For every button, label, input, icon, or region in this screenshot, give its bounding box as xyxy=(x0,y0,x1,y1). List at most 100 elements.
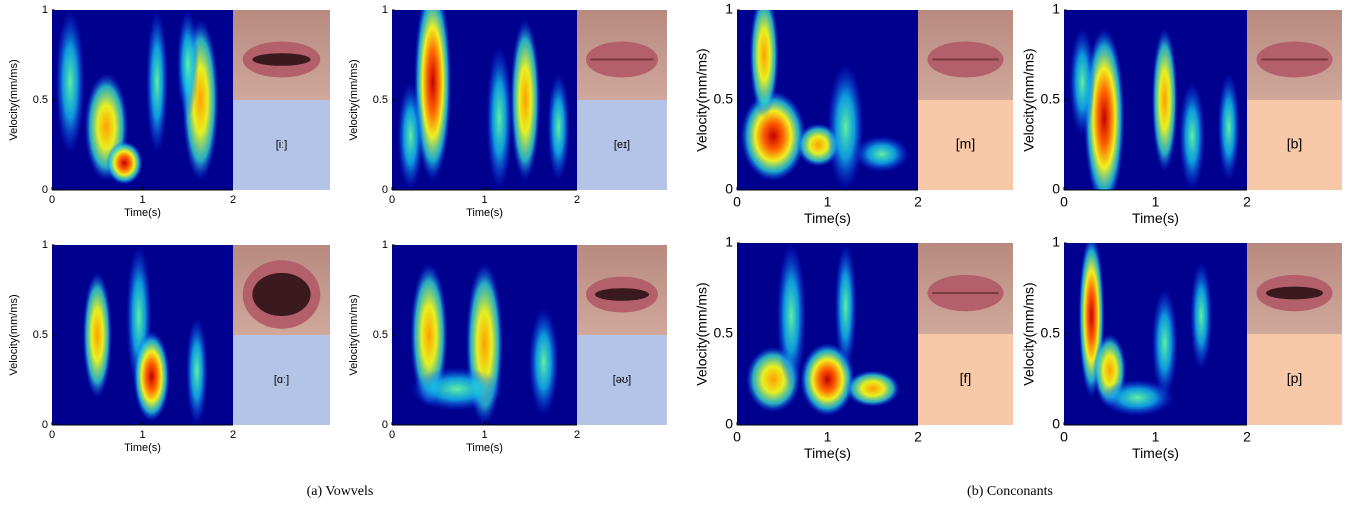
heatmap-blob xyxy=(547,73,569,181)
heatmap-blob xyxy=(1179,82,1205,190)
heatmap-blob xyxy=(146,10,168,154)
y-tick-label: 0 xyxy=(42,419,48,431)
x-tick-label: 1 xyxy=(481,194,487,206)
y-tick-label: 0 xyxy=(725,181,733,197)
heatmap-blob xyxy=(828,64,864,190)
y-tick-label: 1 xyxy=(725,1,733,17)
heatmap-blob xyxy=(1218,73,1240,181)
y-tick-label: 0.5 xyxy=(33,329,48,341)
x-tick-label: 1 xyxy=(824,193,832,209)
x-tick-label: 2 xyxy=(914,193,922,209)
mouth-opening xyxy=(1266,287,1323,300)
heatmap-blob xyxy=(741,91,806,181)
x-tick-label: 0 xyxy=(1060,428,1068,444)
x-tick-label: 2 xyxy=(914,428,922,444)
x-axis-label: Time(s) xyxy=(124,442,161,454)
y-tick-label: 0.5 xyxy=(1041,91,1061,107)
y-tick-label: 0.5 xyxy=(714,325,734,341)
mouth-opening xyxy=(252,273,310,316)
heatmap-blob xyxy=(529,308,559,416)
x-tick-label: 0 xyxy=(733,428,741,444)
y-tick-label: 0 xyxy=(725,416,733,432)
heatmap-blob xyxy=(1152,28,1178,172)
x-axis-label: Time(s) xyxy=(466,442,503,454)
heatmap-blob xyxy=(1101,380,1174,416)
x-tick-label: 1 xyxy=(139,194,145,206)
x-tick-label: 0 xyxy=(49,194,55,206)
y-tick-label: 1 xyxy=(1052,1,1060,17)
y-tick-label: 1 xyxy=(382,239,388,251)
heatmap-blob xyxy=(835,243,857,370)
y-axis-label: Velocity(mm/ms) xyxy=(694,48,710,151)
x-tick-label: 2 xyxy=(230,429,236,441)
phoneme-label: [m] xyxy=(956,136,975,152)
y-tick-label: 0.5 xyxy=(714,91,734,107)
x-axis-label: Time(s) xyxy=(804,210,851,226)
phoneme-label: [əʊ] xyxy=(613,374,631,386)
heatmap-blob xyxy=(1069,28,1095,136)
y-axis-label: Velocity(mm/ms) xyxy=(8,59,20,140)
heatmap-blob xyxy=(846,370,900,406)
y-axis-label: Velocity(mm/ms) xyxy=(8,294,20,375)
x-axis-label: Time(s) xyxy=(466,207,503,219)
y-tick-label: 0 xyxy=(1052,416,1060,432)
phoneme-label: [p] xyxy=(1287,370,1303,386)
x-tick-label: 2 xyxy=(574,194,580,206)
heatmap-blob xyxy=(777,243,806,389)
y-tick-label: 1 xyxy=(42,239,48,251)
x-axis-label: Time(s) xyxy=(804,445,851,461)
y-tick-label: 1 xyxy=(725,234,733,250)
y-axis-label: Velocity(mm/ms) xyxy=(348,294,360,375)
x-tick-label: 1 xyxy=(1152,428,1160,444)
x-tick-label: 2 xyxy=(574,429,580,441)
y-tick-label: 0 xyxy=(1052,181,1060,197)
heatmap-blob xyxy=(510,19,540,181)
x-tick-label: 1 xyxy=(139,429,145,441)
y-tick-label: 0.5 xyxy=(373,329,388,341)
y-tick-label: 0.5 xyxy=(373,94,388,106)
heatmap-blob xyxy=(106,141,142,184)
heatmap-blob xyxy=(133,331,169,421)
x-axis-label: Time(s) xyxy=(1132,210,1179,226)
x-tick-label: 0 xyxy=(49,429,55,441)
heatmap-blob xyxy=(398,82,424,190)
phoneme-label: [ɑː] xyxy=(274,374,289,386)
figure: (a) Vowvels (b) Conconants 01200.51Time(… xyxy=(0,0,1348,508)
heatmap-blob xyxy=(186,317,208,425)
y-tick-label: 1 xyxy=(1052,234,1060,250)
x-tick-label: 2 xyxy=(230,194,236,206)
heatmap-blob xyxy=(855,136,909,172)
phoneme-label: [iː] xyxy=(276,139,288,151)
y-tick-label: 0.5 xyxy=(33,94,48,106)
panel: 01200.51Time(s)Velocity(mm/ms)[b] xyxy=(1021,1,1342,226)
y-tick-label: 1 xyxy=(382,4,388,16)
y-axis-label: Velocity(mm/ms) xyxy=(694,282,710,385)
heatmap-blob xyxy=(486,46,512,190)
x-tick-label: 1 xyxy=(1152,193,1160,209)
x-axis-label: Time(s) xyxy=(1132,445,1179,461)
phoneme-label: [b] xyxy=(1287,136,1303,152)
y-axis-label: Velocity(mm/ms) xyxy=(1021,282,1037,385)
x-tick-label: 1 xyxy=(481,429,487,441)
x-tick-label: 0 xyxy=(389,429,395,441)
mouth-opening xyxy=(252,53,310,66)
x-tick-label: 2 xyxy=(1243,428,1251,444)
caption: (b) Conconants xyxy=(967,484,1053,499)
y-axis-label: Velocity(mm/ms) xyxy=(1021,48,1037,151)
y-axis-label: Velocity(mm/ms) xyxy=(348,59,360,140)
heatmap-blob xyxy=(1152,289,1178,398)
heatmap-blob xyxy=(1190,261,1212,370)
x-tick-label: 0 xyxy=(1060,193,1068,209)
caption: (a) Vowvels xyxy=(307,484,374,499)
x-axis-label: Time(s) xyxy=(124,207,161,219)
x-tick-label: 0 xyxy=(389,194,395,206)
y-tick-label: 0 xyxy=(42,184,48,196)
heatmap-blob xyxy=(56,10,85,154)
